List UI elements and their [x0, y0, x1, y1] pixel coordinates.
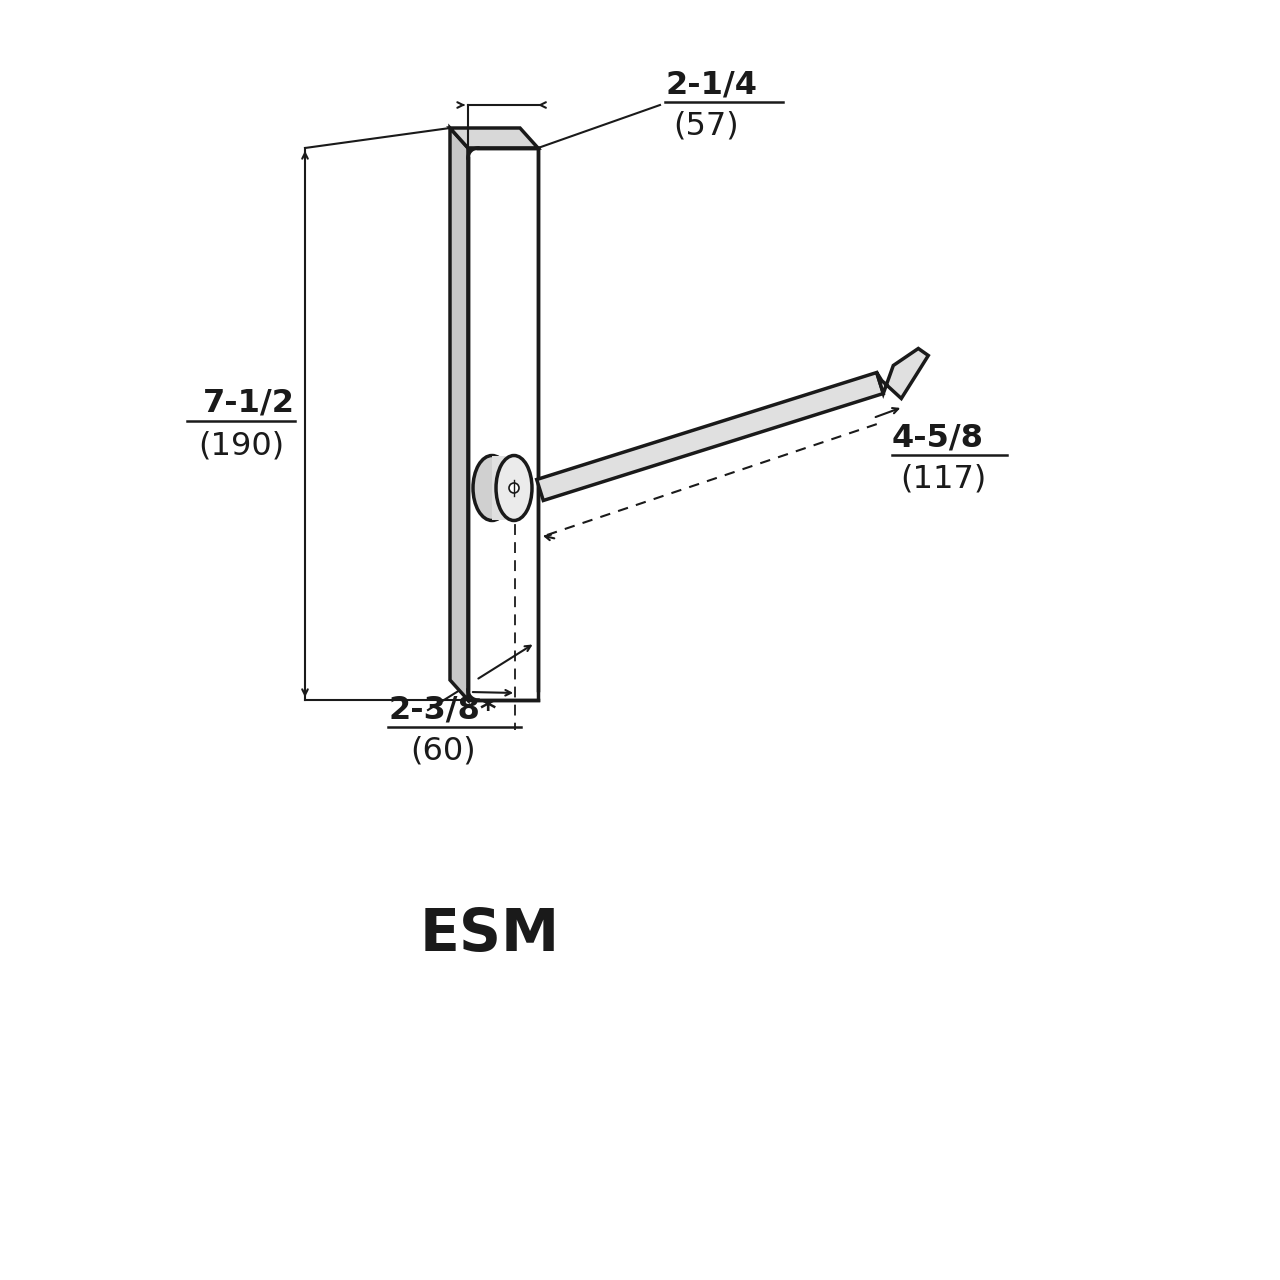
Polygon shape — [451, 128, 468, 700]
Text: (60): (60) — [410, 735, 476, 765]
Polygon shape — [451, 128, 538, 148]
Ellipse shape — [497, 456, 532, 521]
Text: 2-3/8*: 2-3/8* — [388, 694, 497, 724]
Text: (57): (57) — [673, 110, 739, 141]
Polygon shape — [536, 372, 883, 500]
Text: 7-1/2: 7-1/2 — [204, 387, 294, 419]
Polygon shape — [492, 456, 515, 520]
Text: 2-1/4: 2-1/4 — [666, 69, 756, 100]
Text: ESM: ESM — [420, 906, 561, 964]
Polygon shape — [877, 348, 928, 398]
Circle shape — [509, 483, 518, 493]
Polygon shape — [468, 148, 538, 700]
Ellipse shape — [474, 456, 511, 521]
Text: (117): (117) — [900, 463, 987, 494]
Text: 4-5/8: 4-5/8 — [892, 422, 984, 453]
Text: (190): (190) — [198, 430, 284, 461]
